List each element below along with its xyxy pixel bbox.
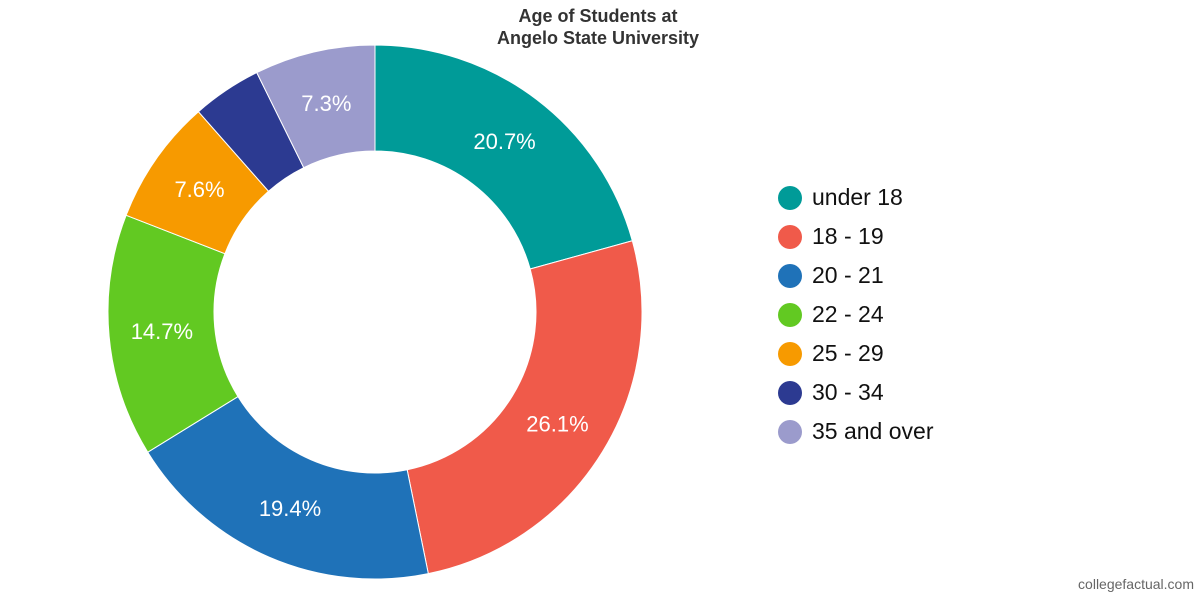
- legend-label: 20 - 21: [812, 262, 884, 288]
- legend-item-6: 35 and over: [778, 412, 933, 451]
- slice-1: [406, 240, 643, 575]
- legend-item-3: 22 - 24: [778, 295, 933, 334]
- source-credit: collegefactual.com: [1078, 576, 1194, 592]
- legend: under 18 18 - 19 20 - 21 22 - 24 25 - 29 30 -…: [778, 178, 933, 451]
- legend-label: 35 and over: [812, 418, 934, 444]
- slice-label-6: 7.3%: [301, 91, 351, 116]
- legend-swatch: [778, 302, 802, 327]
- legend-item-0: under 18: [778, 178, 933, 217]
- slice-label-0: 20.7%: [473, 129, 535, 154]
- slice-label-1: 26.1%: [526, 411, 588, 436]
- slice-6: [256, 44, 376, 169]
- legend-item-5: 30 - 34: [778, 373, 933, 412]
- legend-swatch: [778, 224, 802, 249]
- legend-label: 30 - 34: [812, 379, 884, 405]
- legend-swatch: [778, 185, 802, 210]
- legend-item-4: 25 - 29: [778, 334, 933, 373]
- legend-label: 25 - 29: [812, 340, 884, 366]
- slice-label-3: 14.7%: [131, 319, 193, 344]
- chart-title: Age of Students at Angelo State Universi…: [0, 5, 1196, 49]
- donut-chart: 20.7% 26.1% 19.4% 14.7% 7.6% 7.3%: [107, 44, 643, 580]
- slice-label-4: 7.6%: [174, 177, 224, 202]
- slice-label-2: 19.4%: [259, 496, 321, 521]
- legend-swatch: [778, 380, 802, 405]
- legend-swatch: [778, 263, 802, 288]
- legend-swatch: [778, 419, 802, 444]
- chart-title-line-1: Age of Students at: [518, 6, 678, 26]
- legend-label: under 18: [812, 184, 903, 210]
- legend-swatch: [778, 341, 802, 366]
- slice-0: [374, 44, 633, 270]
- legend-item-1: 18 - 19: [778, 217, 933, 256]
- chart-title-line-2: Angelo State University: [496, 28, 700, 48]
- legend-item-2: 20 - 21: [778, 256, 933, 295]
- slice-2: [147, 395, 429, 580]
- legend-label: 22 - 24: [812, 301, 884, 327]
- legend-label: 18 - 19: [812, 223, 884, 249]
